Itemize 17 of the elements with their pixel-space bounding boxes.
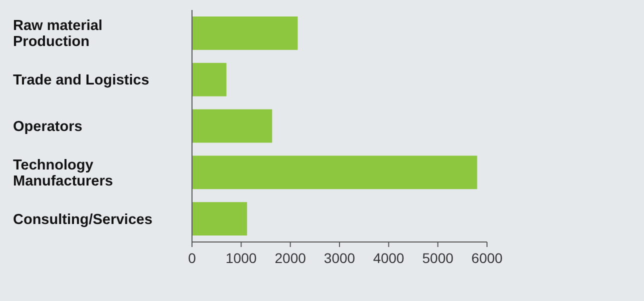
x-tick-label: 5000 <box>422 250 454 266</box>
bar <box>192 202 248 236</box>
y-tick-label: Consulting/Services <box>13 212 152 228</box>
y-tick-label: Raw material Production <box>13 18 102 50</box>
x-tick-label: 6000 <box>471 250 503 266</box>
y-tick-label: Trade and Logistics <box>13 72 150 89</box>
x-tick-label: 1000 <box>226 250 257 266</box>
x-tick-label: 4000 <box>373 250 404 266</box>
x-tick-label: 0 <box>188 250 196 266</box>
bar <box>192 109 272 143</box>
bar <box>192 62 226 96</box>
y-tick-label: Technology Manufacturers <box>13 157 113 190</box>
x-tick-label: 2000 <box>274 250 306 266</box>
bar <box>192 156 478 190</box>
x-tick-label: 3000 <box>324 250 356 266</box>
y-tick-label: Operators <box>13 119 82 135</box>
bar <box>192 16 298 50</box>
